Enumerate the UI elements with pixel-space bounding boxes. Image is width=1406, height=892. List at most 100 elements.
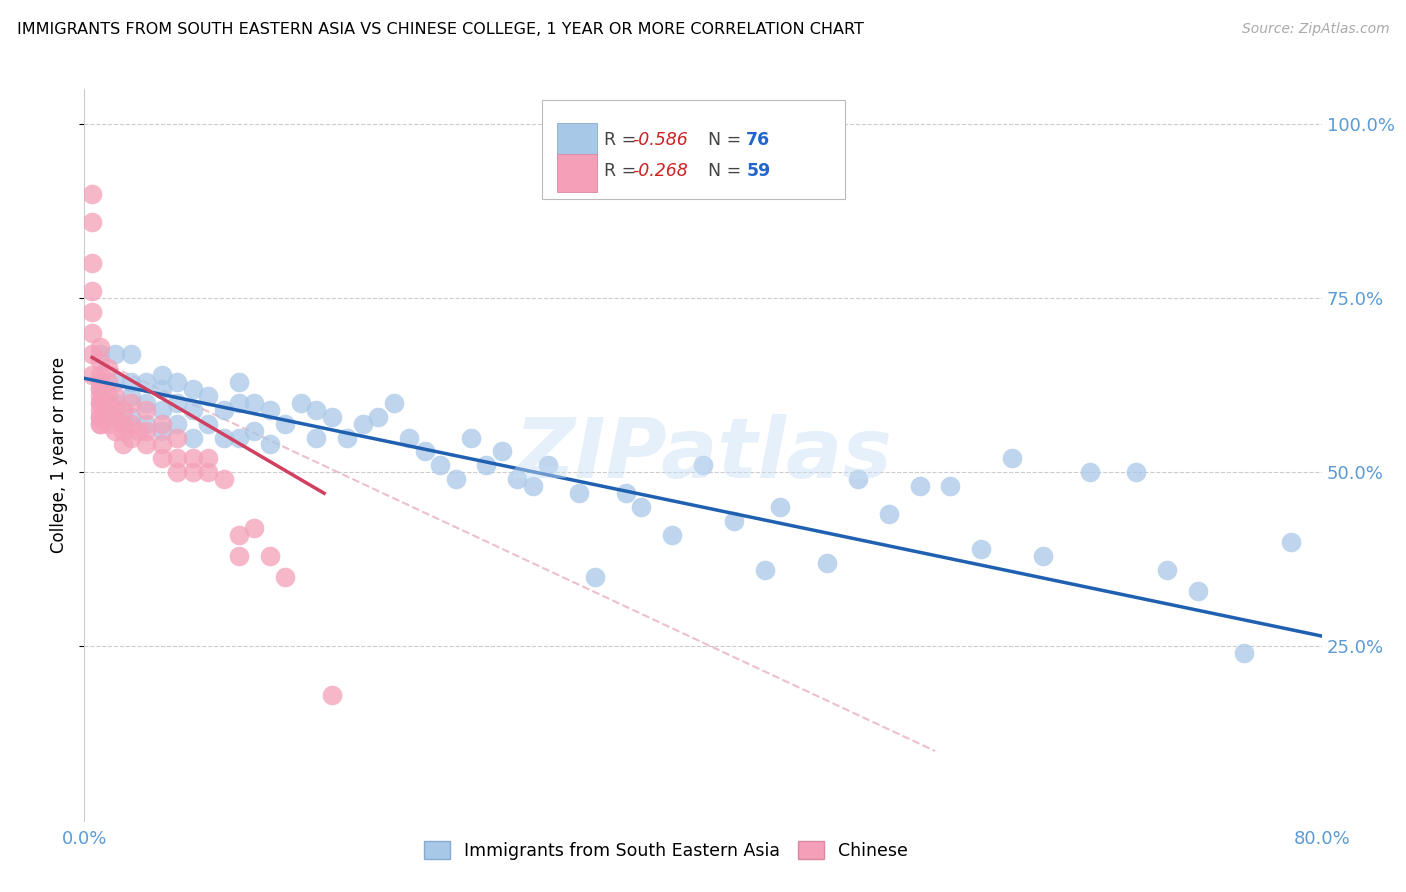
Point — [290, 395, 312, 409]
Point — [1001, 451, 1024, 466]
Point — [150, 402, 173, 417]
Point — [120, 417, 142, 431]
Point — [104, 389, 127, 403]
Point — [197, 417, 219, 431]
Point — [614, 486, 637, 500]
Point — [228, 375, 250, 389]
FancyBboxPatch shape — [543, 100, 845, 199]
Point — [96, 417, 118, 431]
Point — [166, 451, 188, 466]
Text: 76: 76 — [747, 131, 770, 149]
Point — [82, 256, 104, 270]
Point — [1032, 549, 1054, 563]
Point — [444, 472, 467, 486]
FancyBboxPatch shape — [557, 123, 596, 161]
Point — [120, 375, 142, 389]
Point — [754, 563, 776, 577]
Text: Source: ZipAtlas.com: Source: ZipAtlas.com — [1241, 22, 1389, 37]
Point — [166, 466, 188, 480]
Point — [243, 395, 266, 409]
Point — [104, 409, 127, 424]
Point — [661, 528, 683, 542]
Point — [82, 305, 104, 319]
Point — [723, 514, 745, 528]
Point — [630, 500, 652, 515]
Point — [120, 395, 142, 409]
Point — [127, 424, 149, 438]
Point — [908, 479, 931, 493]
Point — [475, 458, 498, 473]
Text: R =: R = — [605, 131, 641, 149]
Point — [1187, 583, 1209, 598]
Point — [491, 444, 513, 458]
Point — [197, 389, 219, 403]
Point — [104, 375, 127, 389]
Point — [104, 347, 127, 361]
Point — [112, 417, 135, 431]
Point — [970, 541, 993, 556]
Point — [413, 444, 436, 458]
Point — [181, 402, 204, 417]
Text: N =: N = — [697, 162, 747, 180]
Point — [274, 417, 297, 431]
Point — [135, 424, 157, 438]
Point — [692, 458, 714, 473]
Point — [89, 389, 111, 403]
Point — [274, 570, 297, 584]
Point — [398, 430, 420, 444]
Point — [82, 326, 104, 340]
Point — [150, 437, 173, 451]
Point — [89, 368, 111, 382]
Point — [82, 368, 104, 382]
Text: IMMIGRANTS FROM SOUTH EASTERN ASIA VS CHINESE COLLEGE, 1 YEAR OR MORE CORRELATIO: IMMIGRANTS FROM SOUTH EASTERN ASIA VS CH… — [17, 22, 863, 37]
Point — [89, 417, 111, 431]
Point — [150, 382, 173, 396]
Text: ZIPatlas: ZIPatlas — [515, 415, 891, 495]
Point — [1125, 466, 1147, 480]
Point — [135, 375, 157, 389]
Text: -0.268: -0.268 — [633, 162, 688, 180]
Point — [135, 417, 157, 431]
Point — [135, 437, 157, 451]
Point — [181, 382, 204, 396]
Point — [305, 402, 328, 417]
Point — [89, 395, 111, 409]
Point — [166, 375, 188, 389]
Legend: Immigrants from South Eastern Asia, Chinese: Immigrants from South Eastern Asia, Chin… — [418, 834, 914, 867]
Point — [228, 528, 250, 542]
Point — [181, 451, 204, 466]
Point — [367, 409, 389, 424]
Point — [522, 479, 544, 493]
Y-axis label: College, 1 year or more: College, 1 year or more — [51, 357, 69, 553]
Text: R =: R = — [605, 162, 641, 180]
Point — [82, 347, 104, 361]
Point — [321, 409, 343, 424]
Point — [120, 409, 142, 424]
Point — [815, 556, 838, 570]
Point — [939, 479, 962, 493]
Point — [460, 430, 482, 444]
Point — [769, 500, 792, 515]
Point — [243, 521, 266, 535]
Point — [112, 437, 135, 451]
Point — [82, 186, 104, 201]
Point — [150, 424, 173, 438]
Point — [104, 395, 127, 409]
Point — [104, 424, 127, 438]
Point — [89, 395, 111, 409]
Point — [89, 382, 111, 396]
Point — [228, 549, 250, 563]
Point — [259, 549, 281, 563]
Point — [583, 570, 606, 584]
Point — [506, 472, 529, 486]
Point — [382, 395, 405, 409]
Point — [305, 430, 328, 444]
Point — [96, 395, 118, 409]
Point — [96, 375, 118, 389]
Point — [89, 382, 111, 396]
Point — [568, 486, 591, 500]
Point — [429, 458, 451, 473]
Point — [89, 347, 111, 361]
Point — [1233, 647, 1256, 661]
Text: -0.586: -0.586 — [633, 131, 688, 149]
